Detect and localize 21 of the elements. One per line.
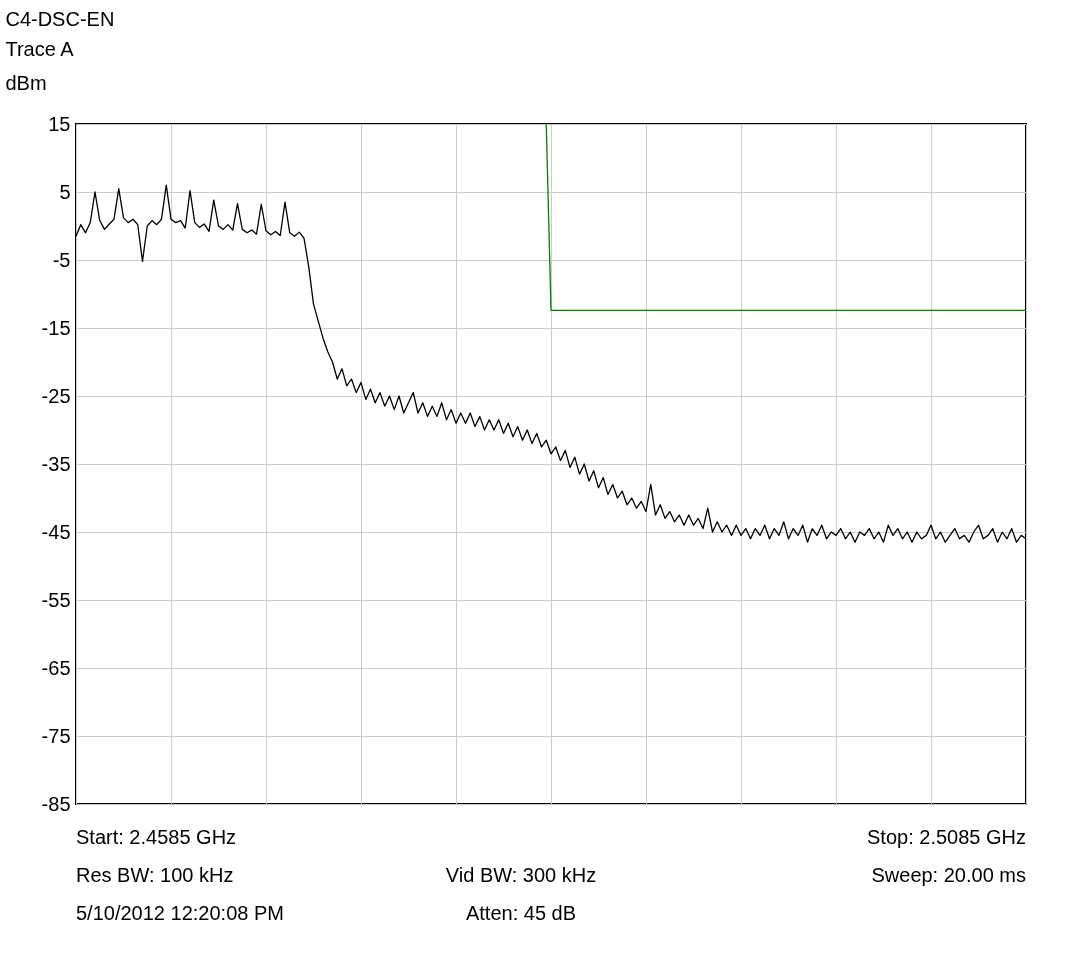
y-tick-label: -85 xyxy=(41,792,71,815)
text: Vid BW: 300 kHz xyxy=(445,864,597,886)
text: Start: 2.4585 GHz xyxy=(76,826,237,848)
y-tick-label: -35 xyxy=(41,452,71,475)
y-axis-title: dBm xyxy=(5,72,47,94)
y-tick-label: 5 xyxy=(59,180,71,203)
chart-subtitle: Trace A xyxy=(5,38,75,60)
chart-title: C4-DSC-EN xyxy=(5,8,115,30)
y-tick-label: 15 xyxy=(48,112,71,135)
text: Sweep: 20.00 ms xyxy=(871,864,1026,886)
y-tick-label: -5 xyxy=(52,248,71,271)
y-tick-label: -15 xyxy=(41,316,71,339)
text: Res BW: 100 kHz xyxy=(76,864,234,886)
y-tick-label: -65 xyxy=(41,656,71,679)
text: 5/10/2012 12:20:08 PM xyxy=(76,902,284,924)
y-tick-label: -55 xyxy=(41,588,71,611)
y-tick-label: -25 xyxy=(41,384,71,407)
text: Atten: 45 dB xyxy=(465,902,577,924)
y-tick-label: -75 xyxy=(41,724,71,747)
y-tick-label: -45 xyxy=(41,520,71,543)
text: Stop: 2.5085 GHz xyxy=(867,826,1026,848)
